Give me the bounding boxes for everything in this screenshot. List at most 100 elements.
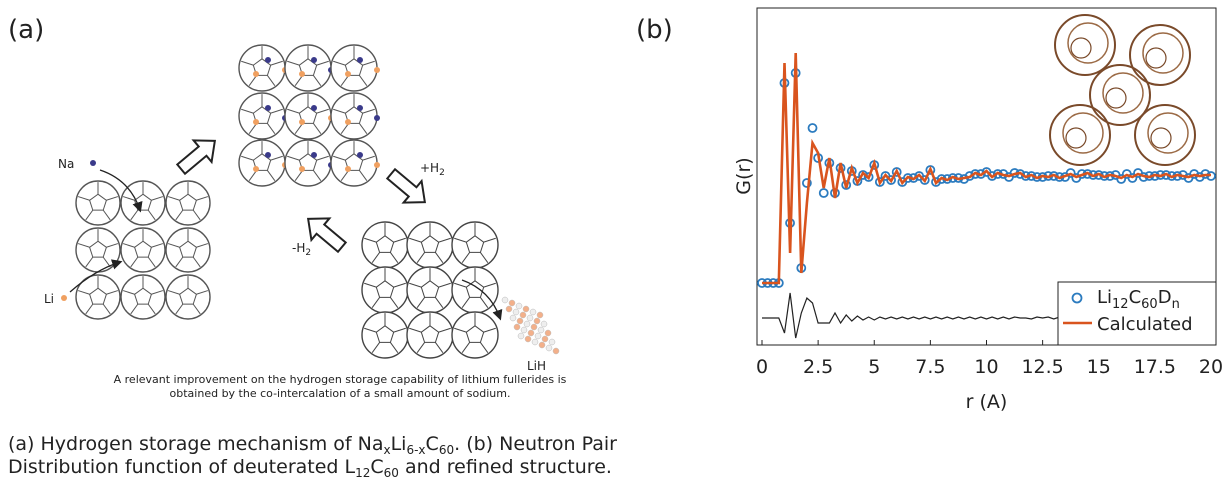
data-point bbox=[987, 171, 998, 181]
fullerene-edge bbox=[364, 282, 377, 288]
fullerene-edge bbox=[106, 290, 119, 295]
ion bbox=[299, 166, 305, 172]
na-label: Na bbox=[58, 157, 74, 171]
fullerene-face bbox=[298, 58, 318, 76]
x-tick-label: 10 bbox=[974, 356, 998, 378]
lih-atom bbox=[552, 347, 560, 355]
fullerene-face bbox=[465, 235, 485, 253]
fullerene-edge bbox=[480, 252, 489, 263]
fullerene-edge bbox=[248, 170, 257, 181]
fullerene-edge bbox=[362, 108, 375, 114]
fullerene bbox=[165, 180, 211, 226]
x-axis-label: r (A) bbox=[966, 391, 1008, 413]
fullerene-edge bbox=[483, 237, 496, 243]
fullerene-edge bbox=[435, 297, 444, 308]
x-tick-label: 7.5 bbox=[915, 356, 945, 378]
lih-atom bbox=[501, 296, 509, 304]
fullerene-face bbox=[344, 106, 364, 124]
fullerene-edge bbox=[102, 256, 111, 268]
fullerene bbox=[1105, 87, 1127, 109]
legend-label: Li12C60Dn bbox=[1097, 287, 1180, 312]
fullerene-edge bbox=[364, 237, 377, 243]
data-point bbox=[802, 178, 812, 188]
lih-atom bbox=[544, 329, 552, 337]
ion bbox=[345, 71, 351, 77]
fullerene-face bbox=[89, 287, 107, 305]
fullerene-edge bbox=[287, 155, 300, 161]
fullerene-edge bbox=[241, 155, 254, 161]
fullerene-edge bbox=[390, 297, 399, 308]
fullerene-face bbox=[89, 240, 107, 258]
x-tick-label: 17.5 bbox=[1134, 356, 1176, 378]
fullerene-face bbox=[344, 58, 364, 76]
fullerene-edge bbox=[362, 60, 375, 66]
fullerene-edge bbox=[461, 297, 470, 308]
fullerene-face bbox=[375, 235, 395, 253]
fullerene-edge bbox=[267, 75, 276, 86]
lih-atom bbox=[509, 314, 517, 322]
fullerene-edge bbox=[480, 342, 489, 353]
note: A relevant improvement on the hydrogen s… bbox=[114, 373, 567, 386]
fullerene-edge bbox=[85, 303, 94, 315]
fullerene-edge bbox=[122, 196, 135, 201]
fullerene-edge bbox=[359, 75, 368, 86]
fullerene bbox=[1054, 14, 1116, 76]
x-tick-label: 0 bbox=[756, 356, 768, 378]
fullerene-edge bbox=[192, 209, 201, 221]
data-point bbox=[1065, 168, 1076, 178]
fullerene-edge bbox=[416, 297, 425, 308]
lih-atom bbox=[537, 326, 545, 334]
fullerene-face bbox=[179, 193, 197, 211]
fullerene bbox=[1049, 104, 1111, 166]
fullerene-edge bbox=[409, 327, 422, 333]
ion bbox=[374, 67, 380, 73]
h2-label: +H2 bbox=[420, 161, 445, 178]
lih-atom bbox=[526, 314, 534, 322]
ion bbox=[345, 166, 351, 172]
caption-line: (a) Hydrogen storage mechanism of NaxLi6… bbox=[8, 433, 617, 457]
fullerene bbox=[120, 180, 166, 226]
lih-atom bbox=[523, 320, 531, 328]
data-point bbox=[874, 177, 885, 187]
fullerene-edge bbox=[340, 123, 349, 134]
fullerene-edge bbox=[106, 196, 119, 201]
fullerene-edge bbox=[147, 303, 156, 315]
legend-label: Calculated bbox=[1097, 314, 1193, 335]
fullerene-edge bbox=[248, 75, 257, 86]
fullerene-edge bbox=[77, 290, 90, 295]
fullerene-edge bbox=[270, 108, 283, 114]
fullerene-face bbox=[134, 287, 152, 305]
fullerene-edge bbox=[313, 75, 322, 86]
fullerene-face bbox=[179, 287, 197, 305]
fullerene-edge bbox=[175, 303, 184, 315]
lih-atom bbox=[515, 302, 523, 310]
fullerene bbox=[1102, 72, 1144, 114]
lih-atom bbox=[508, 299, 516, 307]
li-label: Li bbox=[44, 292, 54, 306]
fullerene-edge bbox=[371, 297, 380, 308]
fullerene-edge bbox=[241, 108, 254, 114]
lih-atom bbox=[513, 323, 521, 331]
fullerene-edge bbox=[147, 209, 156, 221]
fullerene-edge bbox=[454, 327, 467, 333]
fullerene bbox=[75, 180, 121, 226]
data-point bbox=[863, 172, 874, 182]
ion bbox=[374, 115, 380, 121]
fullerene-edge bbox=[175, 209, 184, 221]
data-point bbox=[919, 175, 930, 185]
data-point bbox=[886, 175, 896, 185]
lih-atom bbox=[548, 338, 556, 346]
fullerene-edge bbox=[287, 108, 300, 114]
fullerene-edge bbox=[167, 243, 180, 248]
fullerene-edge bbox=[102, 209, 111, 221]
lih-atom bbox=[516, 317, 524, 325]
data-point bbox=[841, 180, 852, 190]
fullerene-face bbox=[134, 240, 152, 258]
ion bbox=[253, 166, 259, 172]
lih-atom bbox=[522, 305, 530, 313]
fullerene-edge bbox=[340, 170, 349, 181]
ion bbox=[345, 119, 351, 125]
legend-box bbox=[1057, 281, 1217, 346]
